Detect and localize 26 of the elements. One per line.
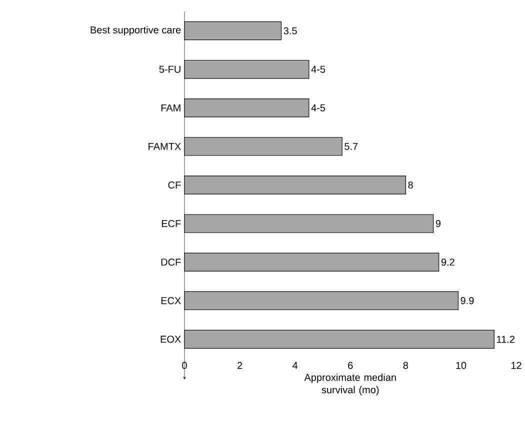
x-tick-label: 2 <box>238 362 242 369</box>
y-tick-label: FAMTX <box>148 142 181 150</box>
data-label: 4-5 <box>311 104 326 112</box>
data-label: 9 <box>436 220 441 228</box>
x-tick-label: 10 <box>456 362 466 369</box>
data-label: 5.7 <box>344 142 358 150</box>
x-axis-title: Approximate median survival (mo) <box>304 374 396 396</box>
y-tick-label: FAM <box>161 104 180 112</box>
x-tick-label: 0 <box>182 362 187 369</box>
y-tick-label: ECX <box>161 297 181 304</box>
data-label: 9.9 <box>460 297 474 304</box>
x-tick-label: 12 <box>511 362 522 369</box>
y-tick-label: ECF <box>162 220 181 228</box>
data-label: 3.5 <box>284 27 297 34</box>
data-label: 8 <box>408 181 413 188</box>
x-tick-label: 4 <box>292 362 298 369</box>
data-label: 11.2 <box>497 336 514 343</box>
y-tick-label: EOX <box>160 336 181 343</box>
data-label: 9.2 <box>441 258 454 266</box>
y-tick-label: DCF <box>161 258 181 266</box>
y-tick-label: 5-FU <box>159 66 180 73</box>
data-label: 4-5 <box>311 66 326 73</box>
y-tick-label: Best supportive care <box>90 26 181 36</box>
x-tick-label: 8 <box>403 362 408 369</box>
x-tick-label: 6 <box>348 362 353 369</box>
y-tick-label: CF <box>168 181 181 188</box>
